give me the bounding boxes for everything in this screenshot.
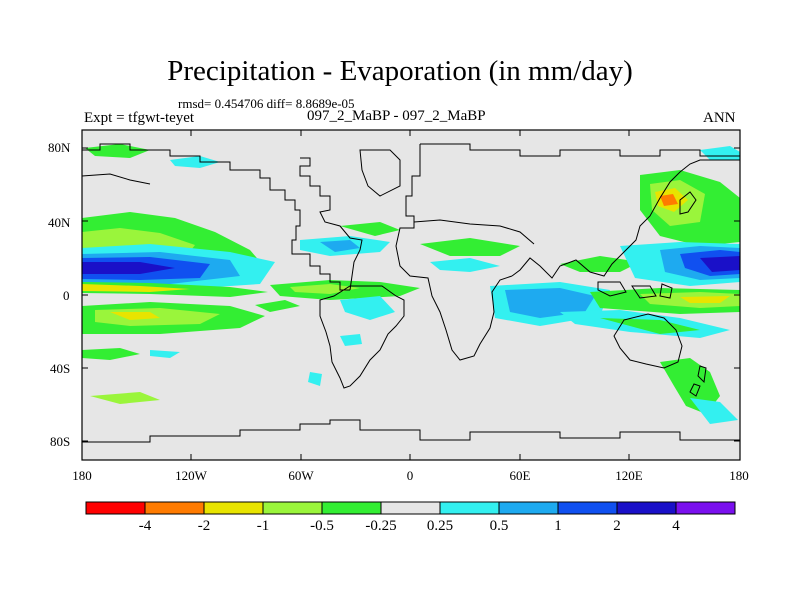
north-america-coast: [82, 143, 350, 291]
contour-wpac-dry-yellow: [680, 296, 730, 303]
contour-arctic-green: [85, 144, 150, 158]
lon-tick-60w: 60W: [288, 468, 314, 483]
contour-atl-blue: [320, 240, 360, 252]
lon-tick-180e: 180: [729, 468, 749, 483]
contour-spcz-green: [600, 318, 700, 334]
lon-tick-120w: 120W: [175, 468, 207, 483]
colorbar-label-0: -4: [138, 518, 152, 534]
lat-tick-80s: 80S: [50, 434, 71, 449]
contour-so-patch-3: [90, 392, 160, 404]
alaska-coast: [81, 173, 151, 185]
contour-indian-blue: [505, 288, 595, 318]
lon-tick-60e: 60E: [509, 468, 531, 483]
colorbar-box-8: [557, 501, 618, 515]
colorbar-label-2: -1: [256, 518, 270, 534]
contour-so-patch-2: [150, 350, 180, 358]
lat-tick-40n: 40N: [48, 215, 71, 230]
contour-so-patch-4: [308, 372, 322, 386]
contour-fill-layer: [82, 130, 740, 460]
colorbar-label-8: 2: [613, 518, 621, 534]
lon-tick-0: 0: [406, 468, 414, 483]
colorbar-box-4: [321, 501, 382, 515]
contour-wpac-itcz-navy: [700, 256, 740, 272]
colorbar-box-3: [262, 501, 323, 515]
colorbar-box-7: [498, 501, 559, 515]
colorbar-box-10: [675, 501, 736, 515]
mediterranean-coast: [413, 219, 535, 245]
lon-tick-180w: 180: [72, 468, 92, 483]
greenland-coast: [359, 149, 401, 197]
contour-nz-cyan: [690, 398, 738, 424]
lat-tick-eq: 0: [63, 288, 70, 303]
contour-indian-green: [560, 256, 640, 272]
new-zealand-coast: [689, 365, 707, 397]
colorbar-label-6: 0.5: [489, 518, 509, 534]
colorbar-box-5: [380, 501, 441, 515]
contour-africa-green: [420, 238, 520, 256]
case-label: 097_2_MaBP - 097_2_MaBP: [307, 108, 486, 124]
colorbar-label-3: -0.5: [310, 518, 334, 534]
asia-south-coast: [511, 159, 740, 279]
contour-kuroshio-orange: [660, 194, 678, 206]
stats-label: rmsd= 0.454706 diff= 8.8689e-05: [178, 96, 355, 111]
antarctica-coast: [82, 419, 740, 443]
season-label: ANN: [703, 110, 736, 126]
south-america-coast: [319, 285, 405, 389]
contour-epac-dry-yellow: [82, 284, 190, 292]
north-america-east-coast: [299, 157, 363, 291]
colorbar-label-1: -2: [197, 518, 211, 534]
colorbar-label-7: 1: [554, 518, 562, 534]
lat-tick-40s: 40S: [50, 361, 71, 376]
experiment-label: Expt = tfgwt-teyet: [84, 110, 195, 126]
lat-tick-80n: 80N: [48, 140, 71, 155]
chart-title: Precipitation - Evaporation (in mm/day): [167, 55, 633, 87]
contour-atl-itcz-lightgreen: [290, 284, 360, 294]
colorbar-label-4: -0.25: [365, 518, 397, 534]
australia-coast: [613, 313, 683, 369]
contour-so-patch-5: [255, 300, 300, 312]
contour-arctic-cyan: [170, 156, 220, 168]
contour-so-patch-1: [82, 348, 140, 360]
colorbar-box-6: [439, 501, 500, 515]
colorbar-box-2: [203, 501, 264, 515]
contour-samerica-cyan: [340, 334, 362, 346]
colorbar-label-9: 4: [672, 518, 680, 534]
colorbar-box-1: [144, 501, 205, 515]
lon-tick-120e: 120E: [615, 468, 643, 483]
maritime-continent-coast: [597, 281, 673, 299]
contour-amazon-cyan: [340, 296, 395, 320]
contour-africa-cyan: [430, 258, 500, 272]
japan-coast: [679, 191, 697, 215]
coastline-layer: [81, 143, 740, 443]
contour-itcz-east-navy: [82, 262, 175, 274]
contour-spac-yellow: [110, 312, 160, 320]
contour-natl-green: [340, 222, 400, 236]
colorbar-label-5: 0.25: [426, 518, 454, 534]
europe-africa-coast: [395, 144, 513, 361]
axis-ticks: [82, 130, 740, 460]
colorbar: [85, 501, 736, 515]
colorbar-box-0: [85, 501, 146, 515]
eurasia-coast: [420, 143, 740, 157]
colorbar-box-9: [616, 501, 677, 515]
